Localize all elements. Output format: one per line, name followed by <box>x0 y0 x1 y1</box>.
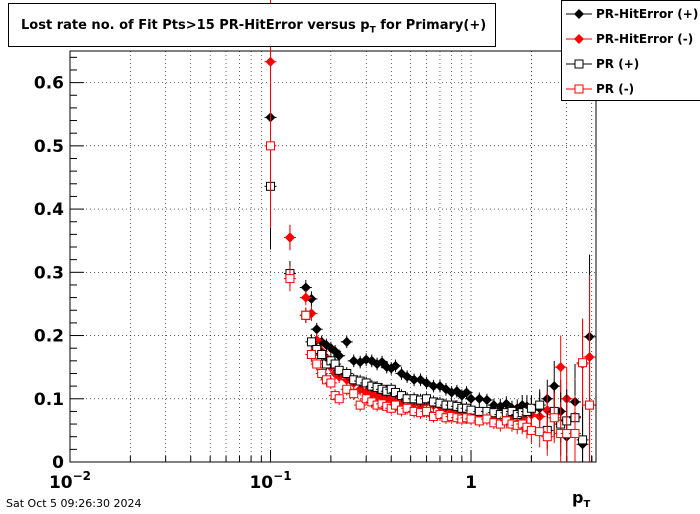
legend-label: PR-HitError (+) <box>596 7 699 21</box>
x-tick-label: 10−1 <box>249 469 291 493</box>
x-axis-title: pT <box>572 488 590 510</box>
data-points <box>264 0 596 462</box>
open-square-icon <box>566 59 592 69</box>
data-point <box>306 350 316 360</box>
y-tick-label: 0.6 <box>34 74 64 94</box>
chart-title-main: Lost rate no. of Fit Pts>15 PR-HitError … <box>21 18 370 33</box>
series-pr-hiterror- <box>264 0 596 462</box>
y-tick-label: 0.2 <box>34 327 64 347</box>
filled-diamond-icon <box>566 9 592 19</box>
data-point <box>409 374 420 385</box>
chart-title: Lost rate no. of Fit Pts>15 PR-HitError … <box>8 3 496 47</box>
data-point <box>312 359 322 369</box>
data-point <box>578 358 588 368</box>
data-point <box>535 400 545 410</box>
data-point <box>284 232 295 243</box>
data-point <box>422 406 432 416</box>
data-point <box>342 368 352 378</box>
data-point <box>334 350 345 361</box>
legend-label: PR-HitError (-) <box>596 32 694 46</box>
plot-frame <box>69 50 597 463</box>
x-axis-title-main: p <box>572 488 584 507</box>
data-point <box>402 371 413 382</box>
data-point <box>466 414 476 424</box>
data-point <box>474 416 484 426</box>
data-point <box>474 393 485 404</box>
data-point <box>349 389 359 399</box>
open-square-icon <box>566 84 592 94</box>
data-point <box>466 393 477 404</box>
filled-diamond-icon <box>566 34 592 44</box>
data-point <box>265 56 276 67</box>
data-point <box>526 425 536 435</box>
data-point <box>306 337 316 347</box>
series-pr- <box>264 63 596 462</box>
data-point <box>301 310 311 320</box>
data-point <box>461 387 472 398</box>
legend-label: PR (-) <box>596 82 635 96</box>
data-point <box>390 360 401 371</box>
x-axis-title-sub: T <box>583 499 591 511</box>
data-point <box>300 282 311 293</box>
legend-entry-pr-hiterror-minus: PR-HitError (-) <box>562 27 700 52</box>
data-point <box>555 362 566 373</box>
data-point <box>317 368 327 378</box>
axes: 0 0.1 0.2 0.3 0.4 0.5 0.6 10−2 10−1 1 <box>34 56 593 493</box>
data-point <box>549 413 559 423</box>
data-point <box>326 378 336 388</box>
y-tick-label: 0.1 <box>34 390 64 410</box>
data-point <box>501 398 512 409</box>
data-point <box>300 292 311 303</box>
legend: PR-HitError (+) PR-HitError (-) PR (+) P… <box>561 0 700 101</box>
data-point <box>481 395 492 406</box>
y-tick-label: 0.3 <box>34 263 64 283</box>
data-point <box>578 435 588 445</box>
data-point <box>334 394 344 404</box>
data-point <box>266 141 276 151</box>
data-point <box>390 400 400 410</box>
y-tick-label: 0 <box>52 453 64 473</box>
data-point <box>341 336 352 347</box>
data-point <box>312 344 322 354</box>
datestamp: Sat Oct 5 09:26:30 2024 <box>6 497 142 510</box>
data-point <box>285 274 295 284</box>
data-point <box>428 381 439 392</box>
data-point <box>585 400 595 410</box>
data-point <box>348 355 359 366</box>
legend-label: PR (+) <box>596 57 640 71</box>
data-point <box>542 432 552 442</box>
data-point <box>535 427 545 437</box>
chart-title-tail: for Primary(+) <box>375 18 487 33</box>
legend-entry-pr-hiterror-plus: PR-HitError (+) <box>562 2 700 27</box>
data-point <box>311 324 322 335</box>
data-point <box>421 377 432 388</box>
legend-entry-pr-plus: PR (+) <box>562 52 700 77</box>
y-tick-label: 0.5 <box>34 137 64 157</box>
data-point <box>317 350 327 360</box>
y-tick-label: 0.4 <box>34 200 64 220</box>
x-tick-label: 10−2 <box>49 469 91 493</box>
x-tick-label: 1 <box>465 473 477 493</box>
data-point <box>570 429 580 439</box>
legend-entry-pr-minus: PR (-) <box>562 77 700 102</box>
data-point <box>355 400 365 410</box>
chart-title-sub: T <box>369 25 376 36</box>
